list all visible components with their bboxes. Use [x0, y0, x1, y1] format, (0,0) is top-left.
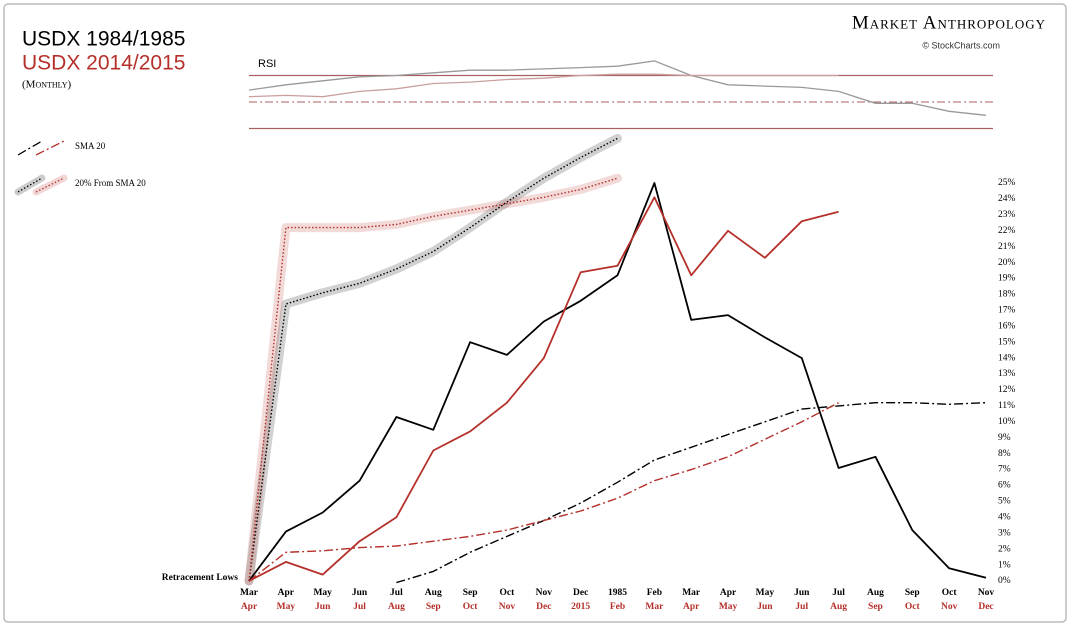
legend-glow: [32, 174, 68, 196]
x-tick-label-2: Jun: [315, 602, 331, 612]
series-line: [248, 402, 839, 582]
x-tick-label: 1985: [608, 588, 627, 598]
x-tick-label: Jun: [352, 588, 368, 598]
x-tick-label: Jul: [832, 588, 845, 598]
x-tick-label-2: Dec: [978, 602, 993, 612]
series-glow: [244, 173, 622, 586]
y-tick-label: 7%: [998, 465, 1011, 475]
series-line: [396, 402, 987, 584]
y-tick-label: 3%: [998, 528, 1011, 538]
y-tick-label: 12%: [998, 385, 1016, 395]
legend-label: 20% From SMA 20: [75, 178, 146, 188]
x-tick-label-2: May: [719, 602, 738, 612]
chart-title: USDX 1984/1985: [22, 28, 185, 51]
y-tick-label: 23%: [998, 210, 1016, 220]
x-tick-label-2: Nov: [941, 602, 958, 612]
brand: Market Anthropology: [852, 12, 1046, 33]
y-tick-label: 20%: [998, 258, 1016, 268]
x-tick-label: Mar: [240, 588, 259, 598]
frame: [3, 3, 1067, 623]
rsi-line: [248, 73, 839, 98]
x-tick-label-2: Oct: [463, 602, 479, 612]
y-tick-label: 4%: [998, 513, 1011, 523]
x-tick-label-2: Nov: [499, 602, 516, 612]
y-tick-label: 8%: [998, 449, 1011, 459]
y-tick-label: 5%: [998, 497, 1011, 507]
x-tick-label: Apr: [720, 588, 737, 598]
x-tick-label: Sep: [905, 588, 920, 598]
x-tick-label-2: Apr: [683, 602, 700, 612]
x-tick-label-2: Sep: [426, 602, 441, 612]
legend-swatch: [17, 140, 43, 156]
x-tick-label: Nov: [536, 588, 553, 598]
x-tick-label-2: Jul: [353, 602, 366, 612]
legend-label: SMA 20: [75, 141, 106, 151]
chart-subtitle: USDX 2014/2015: [22, 52, 185, 75]
y-tick-label: 18%: [998, 290, 1016, 300]
series-line: [248, 137, 618, 582]
x-tick-label: Aug: [867, 588, 884, 598]
y-tick-label: 22%: [998, 226, 1016, 236]
y-tick-label: 21%: [998, 242, 1016, 252]
rsi-label: RSI: [258, 58, 276, 70]
y-tick-label: 25%: [998, 178, 1016, 188]
y-tick-label: 9%: [998, 433, 1011, 443]
x-tick-label-2: Oct: [905, 602, 921, 612]
x-tick-label-2: 2015: [571, 602, 590, 612]
y-tick-label: 6%: [998, 481, 1011, 491]
series-line: [248, 182, 987, 582]
x-tick-label-2: Sep: [868, 602, 883, 612]
y-tick-label: 24%: [998, 194, 1016, 204]
x-tick-label: Feb: [647, 588, 662, 598]
x-tick-label: Aug: [425, 588, 442, 598]
y-tick-label: 19%: [998, 274, 1016, 284]
x-tick-label: Dec: [573, 588, 588, 598]
y-tick-label: 14%: [998, 353, 1016, 363]
legend-swatch: [17, 177, 43, 193]
x-tick-label: Oct: [500, 588, 516, 598]
x-tick-label: Oct: [942, 588, 958, 598]
x-tick-label: May: [756, 588, 775, 598]
y-tick-label: 16%: [998, 321, 1016, 331]
x-tick-label: Sep: [463, 588, 478, 598]
y-tick-label: 10%: [998, 417, 1016, 427]
y-tick-label: 0%: [998, 576, 1011, 586]
y-tick-label: 15%: [998, 337, 1016, 347]
x-tick-label: Jul: [390, 588, 403, 598]
x-tick-label-2: Dec: [536, 602, 551, 612]
x-tick-label: Jun: [794, 588, 810, 598]
x-tick-label-2: Apr: [241, 602, 258, 612]
x-tick-label-2: Feb: [610, 602, 625, 612]
x-tick-label: Nov: [978, 588, 995, 598]
rsi-line: [248, 60, 987, 116]
y-tick-label: 13%: [998, 369, 1016, 379]
period-note: (Monthly): [22, 79, 72, 91]
x-tick-label-2: Jul: [795, 602, 808, 612]
source: © StockCharts.com: [922, 40, 1000, 50]
x-tick-label: Apr: [278, 588, 295, 598]
x-tick-label: Mar: [682, 588, 701, 598]
series-line: [248, 196, 839, 582]
y-tick-label: 1%: [998, 560, 1011, 570]
y-tick-label: 2%: [998, 544, 1011, 554]
y-tick-label: 17%: [998, 306, 1016, 316]
x-tick-label-2: May: [277, 602, 296, 612]
x-tick-label-2: Jun: [757, 602, 773, 612]
y-tick-label: 11%: [998, 401, 1015, 411]
x-tick-label-2: Aug: [388, 602, 405, 612]
x-tick-label-2: Aug: [830, 602, 847, 612]
legend-swatch: [35, 140, 65, 156]
x-tick-label-2: Mar: [645, 602, 664, 612]
x-tick-label: May: [313, 588, 332, 598]
annotation: Retracement Lows: [162, 573, 239, 583]
